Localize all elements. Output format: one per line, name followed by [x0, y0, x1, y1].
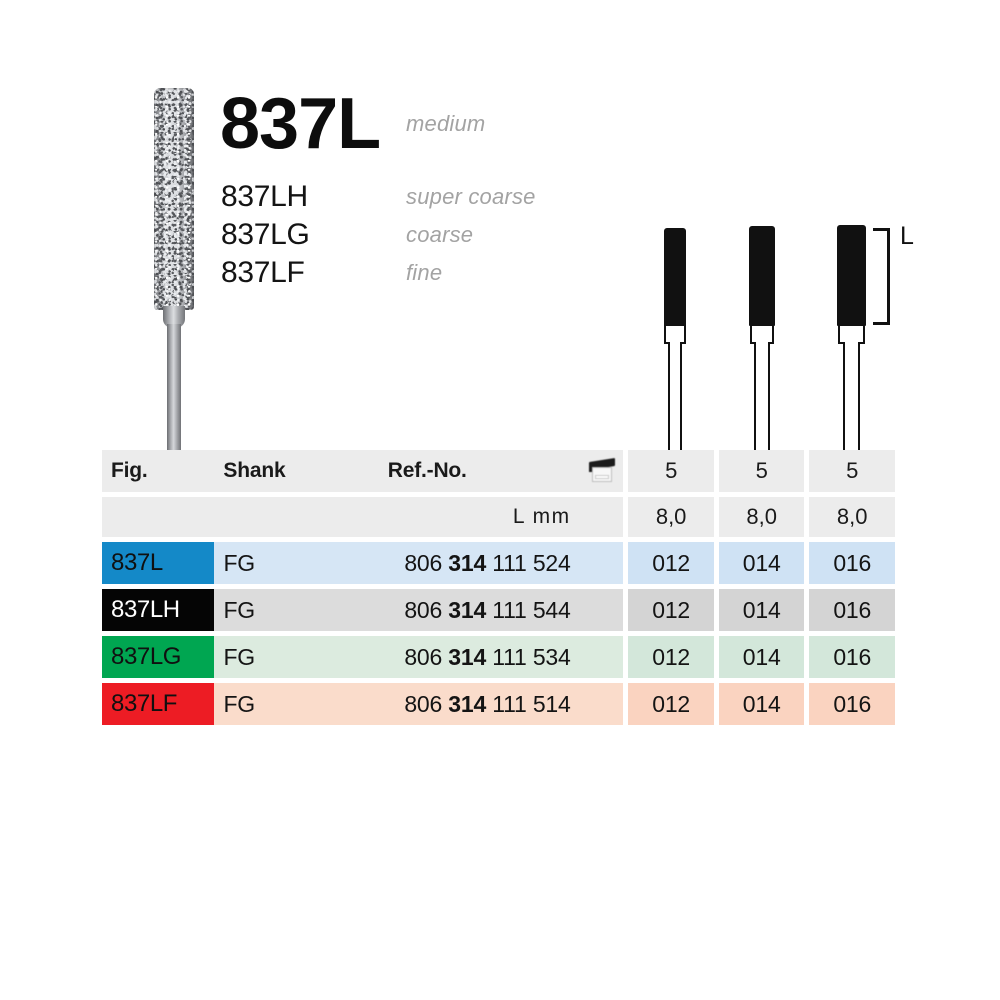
- figure-chip[interactable]: 837LH: [102, 589, 215, 631]
- column-header-shank: Shank: [214, 450, 329, 492]
- page-title: 837L: [220, 84, 381, 164]
- bur-silhouette-016: [832, 225, 880, 458]
- size-cell[interactable]: 016: [809, 636, 895, 678]
- silhouette-shank: [843, 342, 860, 458]
- size-cell[interactable]: 016: [809, 589, 895, 631]
- ref-no-value: 806 314 111 544: [404, 596, 571, 623]
- size-cell[interactable]: 014: [718, 683, 805, 725]
- spacer-cell: [580, 636, 624, 678]
- column-header-package: [580, 450, 624, 492]
- length-dimension-label: L: [900, 222, 914, 250]
- variant-code: 837LH: [221, 180, 308, 213]
- package-box-icon: [588, 458, 616, 484]
- ref-no-cell: 806 314 111 544: [328, 589, 581, 631]
- silhouette-collar: [750, 324, 774, 344]
- figure-chip[interactable]: 837LF: [102, 683, 215, 725]
- size-cell[interactable]: 014: [718, 636, 805, 678]
- product-specification-table: Fig. Shank Ref.-No. 5 5 5: [102, 450, 895, 730]
- ref-no-cell: 806 314 111 524: [328, 542, 581, 584]
- silhouette-shank: [754, 342, 770, 458]
- pack-quantity-cell: 5: [628, 450, 714, 492]
- ref-no-cell: 806 314 111 534: [328, 636, 581, 678]
- table-row[interactable]: 837L FG 806 314 111 524 012 014 016: [102, 542, 895, 584]
- bur-diamond-head: [154, 88, 194, 310]
- size-cell[interactable]: 016: [809, 683, 895, 725]
- silhouette-head: [837, 225, 866, 326]
- length-dimension-bracket: [873, 228, 890, 325]
- ref-no-value: 806 314 111 534: [404, 643, 571, 670]
- shank-cell: FG: [214, 542, 329, 584]
- size-cell[interactable]: 012: [628, 636, 714, 678]
- spacer-cell: [580, 497, 624, 537]
- figure-code: 837LF: [111, 690, 178, 717]
- figure-code: 837L: [111, 549, 163, 576]
- table-header-row: Fig. Shank Ref.-No. 5 5 5: [102, 450, 895, 492]
- table-row[interactable]: 837LG FG 806 314 111 534 012 014 016: [102, 636, 895, 678]
- silhouette-head: [749, 226, 775, 326]
- spacer-cell: [580, 589, 624, 631]
- table-row[interactable]: 837LH FG 806 314 111 544 012 014 016: [102, 589, 895, 631]
- grit-label: super coarse: [406, 184, 536, 209]
- bur-neck: [163, 306, 185, 328]
- figure-chip[interactable]: 837L: [102, 542, 215, 584]
- column-header-ref-no: Ref.-No.: [328, 450, 581, 492]
- table-row[interactable]: 837LF FG 806 314 111 514 012 014 016: [102, 683, 895, 725]
- bur-shank: [167, 324, 181, 456]
- shank-cell: FG: [214, 636, 329, 678]
- figure-code: 837LG: [111, 643, 182, 670]
- ref-no-value: 806 314 111 514: [404, 690, 571, 717]
- spacer-cell: [580, 542, 624, 584]
- size-cell[interactable]: 016: [809, 542, 895, 584]
- length-value-cell: 8,0: [809, 497, 895, 537]
- column-header-fig: Fig.: [102, 450, 215, 492]
- variant-code-list: 837LH 837LG 837LF: [221, 178, 391, 292]
- diamond-cylinder-bur-illustration: [146, 88, 202, 456]
- bur-silhouette-012: [658, 228, 704, 458]
- main-grit-label: medium: [406, 111, 486, 136]
- silhouette-head: [664, 228, 686, 326]
- spacer-cell: [580, 683, 624, 725]
- variant-grit-list: super coarse coarse fine: [406, 178, 626, 292]
- spacer-cell: [214, 497, 329, 537]
- length-label-cell: L mm: [328, 497, 581, 537]
- variant-code: 837LG: [221, 218, 310, 251]
- grit-label: fine: [406, 260, 443, 285]
- size-cell[interactable]: 014: [718, 589, 805, 631]
- size-cell[interactable]: 012: [628, 589, 714, 631]
- grit-label: coarse: [406, 222, 474, 247]
- figure-code: 837LH: [111, 596, 180, 623]
- pack-quantity-cell: 5: [718, 450, 805, 492]
- silhouette-collar: [838, 324, 865, 344]
- table-length-row: L mm 8,0 8,0 8,0: [102, 497, 895, 537]
- size-cell[interactable]: 014: [718, 542, 805, 584]
- variant-code: 837LF: [221, 256, 305, 289]
- length-value-cell: 8,0: [628, 497, 714, 537]
- spacer-cell: [102, 497, 215, 537]
- pack-quantity-cell: 5: [809, 450, 895, 492]
- length-value-cell: 8,0: [718, 497, 805, 537]
- size-cell[interactable]: 012: [628, 542, 714, 584]
- bur-size-silhouettes: [640, 215, 940, 458]
- silhouette-shank: [668, 342, 682, 458]
- ref-no-value: 806 314 111 524: [404, 549, 571, 576]
- ref-no-cell: 806 314 111 514: [328, 683, 581, 725]
- shank-cell: FG: [214, 589, 329, 631]
- bur-silhouette-014: [744, 226, 790, 458]
- figure-chip[interactable]: 837LG: [102, 636, 215, 678]
- silhouette-collar: [664, 324, 686, 344]
- shank-cell: FG: [214, 683, 329, 725]
- size-cell[interactable]: 012: [628, 683, 714, 725]
